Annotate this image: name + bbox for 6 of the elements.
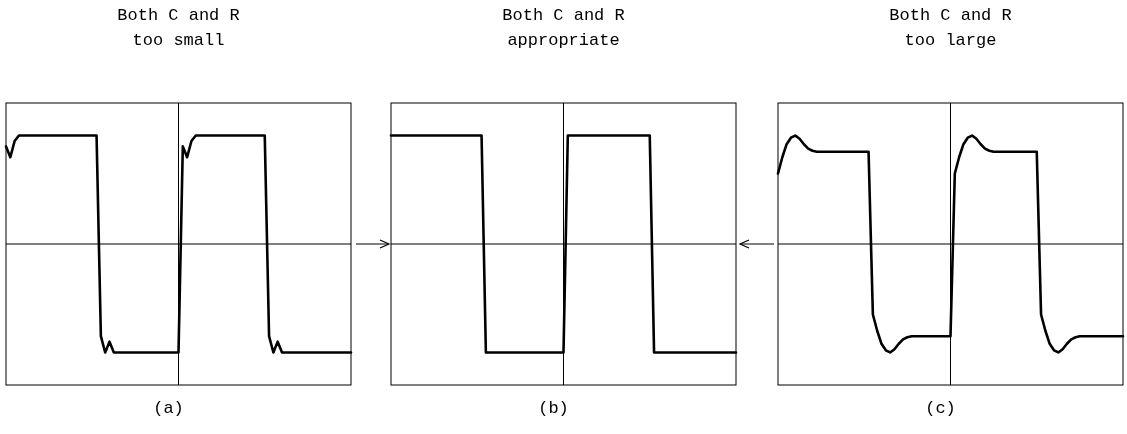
x-axis-title: (b) <box>538 399 569 418</box>
x-axis-title: (c) <box>925 399 956 418</box>
chart-title: Both C and R too small <box>117 6 240 50</box>
x-axis-title: (a) <box>153 399 184 418</box>
chart-title: Both C and R too large <box>889 6 1012 50</box>
chart-title: Both C and R appropriate <box>502 6 625 50</box>
